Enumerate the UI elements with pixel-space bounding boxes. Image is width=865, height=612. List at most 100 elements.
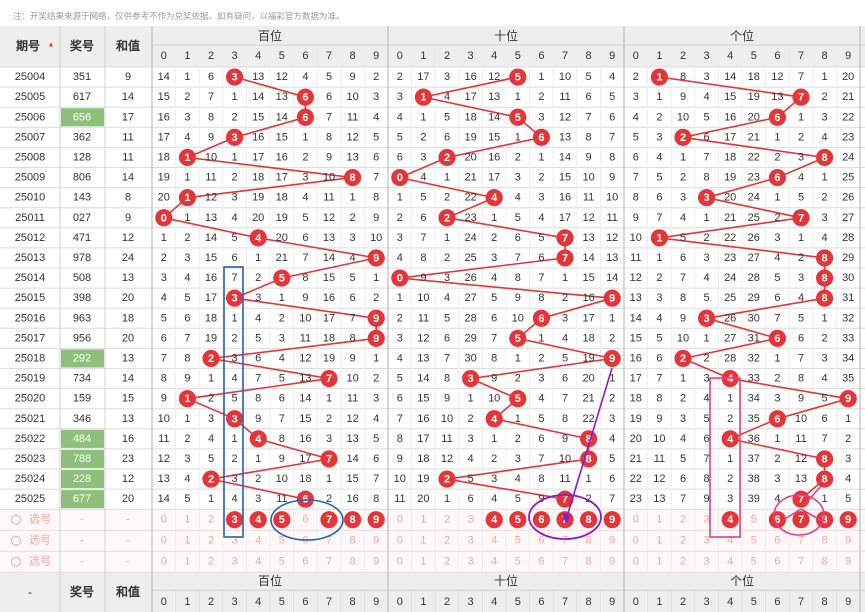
pick-digit[interactable]: 4	[727, 535, 733, 547]
pick-digit[interactable]: 8	[822, 556, 828, 568]
pick-digit[interactable]: 2	[444, 514, 450, 526]
pick-digit[interactable]: 8	[822, 535, 828, 547]
pick-ball-selected[interactable]	[320, 511, 338, 529]
pick-digit[interactable]: 6	[774, 535, 780, 547]
pick-digit[interactable]: 0	[633, 514, 639, 526]
pick-digit[interactable]: 2	[680, 556, 686, 568]
pick-ball-digit[interactable]: 6	[538, 514, 544, 526]
pick-digit[interactable]: 3	[232, 556, 238, 568]
pick-digit[interactable]: 6	[774, 556, 780, 568]
pick-digit[interactable]: 1	[656, 535, 662, 547]
pick-digit[interactable]: 9	[609, 535, 615, 547]
pick-ball-selected[interactable]	[509, 511, 527, 529]
pick-digit[interactable]: 7	[326, 535, 332, 547]
pick-digit[interactable]: 6	[538, 556, 544, 568]
pick-digit[interactable]: 1	[420, 514, 426, 526]
pick-digit[interactable]: 4	[255, 556, 261, 568]
pick-digit[interactable]: 5	[279, 535, 285, 547]
pick-digit[interactable]: 3	[468, 556, 474, 568]
pick-digit[interactable]: 9	[373, 556, 379, 568]
pick-digit[interactable]: 3	[704, 535, 710, 547]
pick-digit[interactable]: 2	[208, 535, 214, 547]
pick-ball-selected[interactable]	[792, 511, 810, 529]
pick-digit[interactable]: 5	[515, 535, 521, 547]
pick-digit[interactable]: 5	[279, 556, 285, 568]
pick-digit[interactable]: 1	[184, 514, 190, 526]
pick-row-radio-icon[interactable]	[11, 556, 21, 567]
pick-ball-selected[interactable]	[485, 511, 503, 529]
pick-digit[interactable]: 4	[491, 535, 497, 547]
pick-digit[interactable]: 7	[326, 556, 332, 568]
pick-ball-selected[interactable]	[367, 511, 385, 529]
pick-ball-selected[interactable]	[344, 511, 362, 529]
pick-digit[interactable]: 8	[586, 556, 592, 568]
pick-digit[interactable]: 3	[704, 556, 710, 568]
pick-ball-selected[interactable]	[249, 511, 267, 529]
pick-digit[interactable]: 4	[491, 556, 497, 568]
pick-digit[interactable]: 5	[751, 556, 757, 568]
pick-digit[interactable]: 3	[704, 514, 710, 526]
pick-ball-selected[interactable]	[839, 511, 857, 529]
pick-ball-digit[interactable]: 4	[491, 514, 498, 526]
pick-digit[interactable]: 9	[373, 535, 379, 547]
pick-digit[interactable]: 0	[397, 535, 403, 547]
pick-digit[interactable]: 2	[444, 535, 450, 547]
pick-ball-selected[interactable]	[603, 511, 621, 529]
pick-digit[interactable]: 3	[232, 535, 238, 547]
pick-ball-selected[interactable]	[816, 511, 834, 529]
pick-ball-selected[interactable]	[580, 511, 598, 529]
pick-digit[interactable]: 8	[350, 535, 356, 547]
pick-row-label[interactable]: 选号	[29, 555, 51, 568]
pick-digit[interactable]: 5	[751, 514, 757, 526]
pick-digit[interactable]: 7	[562, 556, 568, 568]
pick-digit[interactable]: 5	[751, 535, 757, 547]
pick-row-label[interactable]: 选号	[29, 534, 51, 547]
pick-digit[interactable]: 0	[633, 556, 639, 568]
pick-row-label[interactable]: 选号	[29, 513, 51, 526]
sort-arrow-icon[interactable]: ▲	[48, 42, 55, 49]
pick-ball-digit[interactable]: 8	[586, 514, 592, 526]
pick-digit[interactable]: 5	[515, 556, 521, 568]
pick-digit[interactable]: 1	[656, 556, 662, 568]
pick-digit[interactable]: 7	[562, 535, 568, 547]
pick-digit[interactable]: 1	[656, 514, 662, 526]
pick-ball-digit[interactable]: 7	[326, 514, 332, 526]
pick-ball-selected[interactable]	[273, 511, 291, 529]
pick-digit[interactable]: 0	[161, 514, 167, 526]
pick-digit[interactable]: 1	[420, 535, 426, 547]
pick-digit[interactable]: 6	[538, 535, 544, 547]
pick-ball-digit[interactable]: 9	[609, 514, 615, 526]
pick-ball-digit[interactable]: 9	[373, 514, 379, 526]
pick-digit[interactable]: 0	[161, 535, 167, 547]
pick-ball-digit[interactable]: 6	[774, 514, 780, 526]
pick-ball-digit[interactable]: 7	[798, 514, 804, 526]
pick-digit[interactable]: 2	[680, 535, 686, 547]
pick-ball-selected[interactable]	[226, 511, 244, 529]
pick-digit[interactable]: 1	[420, 556, 426, 568]
pick-digit[interactable]: 6	[302, 514, 308, 526]
pick-ball-selected[interactable]	[721, 511, 739, 529]
pick-digit[interactable]: 0	[161, 556, 167, 568]
pick-digit[interactable]: 4	[255, 535, 261, 547]
pick-digit[interactable]: 0	[397, 556, 403, 568]
pick-digit[interactable]: 3	[468, 535, 474, 547]
pick-digit[interactable]: 3	[468, 514, 474, 526]
pick-digit[interactable]: 7	[798, 535, 804, 547]
pick-digit[interactable]: 4	[727, 556, 733, 568]
pick-digit[interactable]: 6	[302, 556, 308, 568]
pick-ball-digit[interactable]: 8	[350, 514, 356, 526]
pick-digit[interactable]: 1	[184, 535, 190, 547]
pick-ball-digit[interactable]: 5	[279, 514, 285, 526]
pick-digit[interactable]: 9	[845, 535, 851, 547]
pick-row-radio-icon[interactable]	[11, 535, 21, 546]
pick-digit[interactable]: 2	[444, 556, 450, 568]
pick-ball-digit[interactable]: 8	[822, 514, 828, 526]
pick-digit[interactable]: 9	[609, 556, 615, 568]
pick-digit[interactable]: 1	[184, 556, 190, 568]
pick-digit[interactable]: 8	[350, 556, 356, 568]
pick-ball-selected[interactable]	[768, 511, 787, 529]
pick-digit[interactable]: 8	[586, 535, 592, 547]
pick-digit[interactable]: 2	[680, 514, 686, 526]
period-column-header[interactable]: 期号	[16, 38, 40, 53]
pick-ball-digit[interactable]: 9	[845, 514, 851, 526]
